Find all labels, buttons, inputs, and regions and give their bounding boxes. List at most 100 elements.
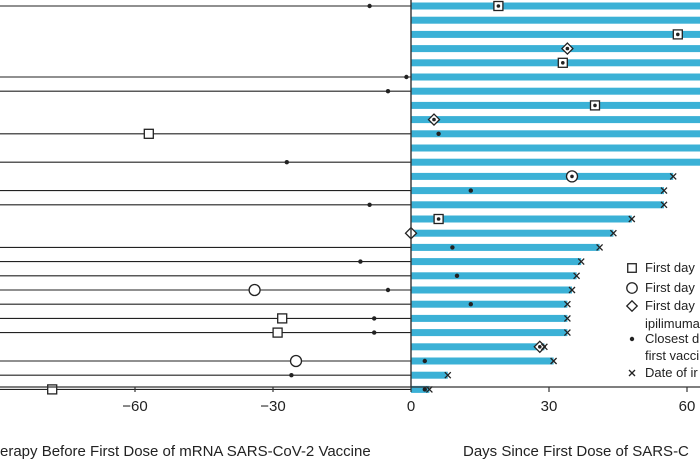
- cross-stroke: [563, 329, 571, 337]
- treatment-bar: [411, 385, 430, 393]
- x-axis: −60 −30 0 30 60: [0, 386, 700, 415]
- square-marker: [272, 327, 283, 338]
- square-marker: [627, 263, 637, 273]
- patient-row: [0, 201, 668, 209]
- treatment-bar: [411, 16, 700, 24]
- patient-row: [411, 340, 548, 354]
- treatment-bar: [411, 357, 554, 365]
- cross-marker: [577, 258, 585, 266]
- cross-marker: [669, 172, 677, 180]
- treatment-bar: [411, 30, 700, 38]
- legend-label: Closest d: [645, 331, 699, 346]
- treatment-bar: [411, 101, 700, 109]
- cross-stroke: [563, 314, 571, 322]
- cross-marker: [628, 369, 636, 377]
- cross-stroke: [609, 229, 617, 237]
- inner-dot: [570, 174, 574, 179]
- cross-marker: [550, 357, 558, 365]
- cross-stroke: [563, 300, 571, 308]
- patient-row: [0, 313, 571, 324]
- treatment-bar: [411, 187, 664, 195]
- cross-stroke: [573, 272, 581, 280]
- dot-marker: [284, 160, 289, 165]
- left-axis-title: erapy Before First Dose of mRNA SARS-CoV…: [0, 443, 371, 460]
- dot-marker: [367, 202, 372, 207]
- right-axis-title: Days Since First Dose of SARS-C: [463, 443, 689, 460]
- circle-marker: [289, 354, 303, 368]
- treatment-bar: [411, 130, 700, 138]
- cross-marker: [563, 329, 571, 337]
- patient-row: [411, 16, 700, 24]
- legend-label: First day: [645, 260, 695, 275]
- treatment-bar: [411, 371, 448, 379]
- cross-marker: [444, 371, 452, 379]
- inner-dot: [561, 61, 565, 65]
- treatment-bar: [411, 343, 545, 351]
- patient-row: [0, 300, 571, 308]
- cross-stroke: [596, 243, 604, 251]
- cross-stroke: [577, 258, 585, 266]
- dot-marker: [422, 358, 427, 364]
- diamond-marker: [625, 299, 639, 313]
- cross-stroke: [568, 286, 576, 294]
- cross-stroke: [628, 369, 636, 377]
- cross-marker: [563, 314, 571, 322]
- cross-marker: [660, 201, 668, 209]
- patient-row: [411, 57, 700, 68]
- cross-marker: [628, 215, 636, 223]
- patient-row: [411, 170, 677, 183]
- patient-row: [0, 258, 585, 266]
- patient-row: [0, 283, 576, 297]
- cross-marker: [573, 272, 581, 280]
- dot-marker: [367, 3, 372, 9]
- patient-row: [411, 144, 700, 152]
- square-marker: [47, 384, 58, 395]
- cross-stroke: [669, 172, 677, 180]
- treatment-bar: [411, 73, 700, 81]
- legend: First day First day First day ipilimumaClos…: [625, 260, 700, 380]
- cross-marker: [596, 243, 604, 251]
- treatment-bar: [411, 172, 674, 180]
- dot-marker: [289, 373, 294, 378]
- treatment-bar: [411, 87, 700, 95]
- treatment-bar: [411, 158, 700, 166]
- patient-row: [0, 371, 452, 379]
- dot-marker: [468, 302, 473, 307]
- patient-row: [0, 327, 571, 338]
- legend-label: ipilimuma: [645, 316, 700, 331]
- patient-row: [0, 128, 700, 139]
- cross-marker: [568, 286, 576, 294]
- cross-marker: [540, 343, 548, 351]
- patient-row: [411, 100, 700, 111]
- inner-dot: [538, 345, 542, 349]
- inner-dot: [496, 4, 501, 8]
- treatment-bar: [411, 215, 632, 223]
- treatment-bar: [411, 272, 577, 280]
- patient-row: [0, 272, 581, 280]
- dot-marker: [385, 287, 391, 293]
- patient-rows: [0, 0, 700, 395]
- treatment-bar: [411, 144, 700, 152]
- dot-marker: [385, 89, 391, 94]
- legend-label: first vacci: [645, 348, 699, 363]
- dot-marker: [358, 259, 363, 264]
- dot-marker: [422, 387, 427, 392]
- patient-row: [0, 158, 700, 166]
- patient-row: [0, 354, 558, 368]
- patient-row: [0, 187, 668, 195]
- x-tick-label: −60: [122, 398, 147, 415]
- cross-stroke: [660, 187, 668, 195]
- treatment-bar: [411, 116, 700, 124]
- dot-marker: [372, 316, 377, 321]
- patient-row: [404, 226, 617, 240]
- dot-marker: [468, 188, 473, 193]
- dot-marker: [454, 273, 460, 278]
- dot-marker: [372, 330, 377, 335]
- legend-label: First day: [645, 280, 695, 295]
- patient-row: [0, 87, 700, 95]
- treatment-bar: [411, 243, 600, 251]
- cross-marker: [563, 300, 571, 308]
- cross-stroke: [540, 343, 548, 351]
- treatment-bar: [411, 329, 568, 337]
